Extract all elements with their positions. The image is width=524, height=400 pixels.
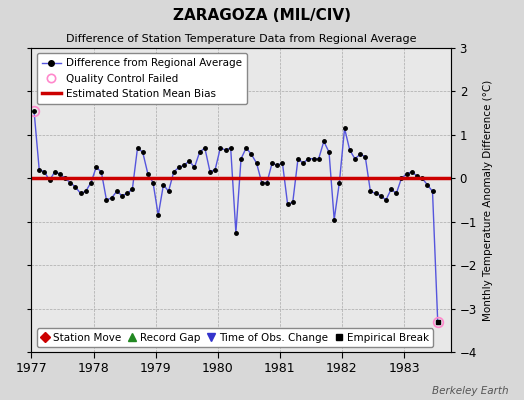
Text: ZARAGOZA (MIL/CIV): ZARAGOZA (MIL/CIV) <box>173 8 351 23</box>
Y-axis label: Monthly Temperature Anomaly Difference (°C): Monthly Temperature Anomaly Difference (… <box>483 79 493 321</box>
Text: Berkeley Earth: Berkeley Earth <box>432 386 508 396</box>
Title: Difference of Station Temperature Data from Regional Average: Difference of Station Temperature Data f… <box>66 34 416 44</box>
Legend: Station Move, Record Gap, Time of Obs. Change, Empirical Break: Station Move, Record Gap, Time of Obs. C… <box>37 328 433 347</box>
